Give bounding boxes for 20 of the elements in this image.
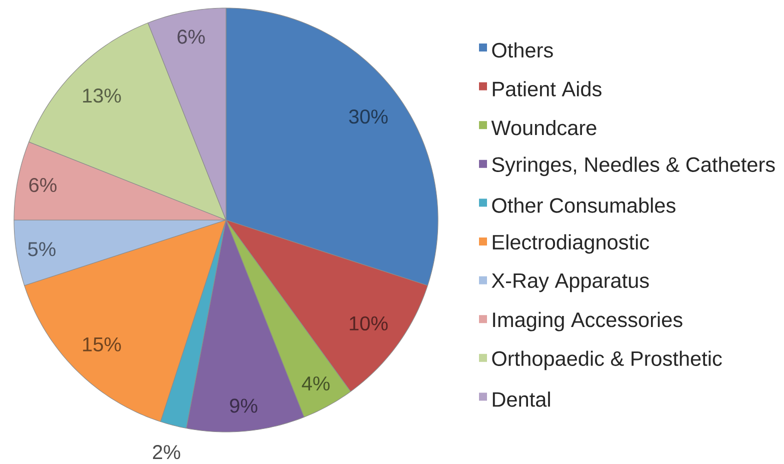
data-label: 6% (178, 30, 205, 44)
data-label: 4% (302, 376, 330, 390)
data-label: 6% (29, 178, 56, 192)
data-label: 2% (152, 445, 180, 460)
data-label: 30% (349, 110, 388, 124)
legend-label: Syringes, Needles & Catheters (492, 156, 775, 176)
legend-label: Dental (492, 392, 550, 407)
data-label: 10% (350, 316, 388, 330)
legend-label: Others (492, 42, 553, 58)
legend-label: X-Ray Apparatus (492, 273, 649, 292)
legend-label: Imaging Accessories (493, 312, 682, 332)
data-label: 13% (83, 88, 121, 103)
legend-label: Woundcare (491, 120, 596, 136)
legend-label: Orthopaedic & Prosthetic (492, 350, 722, 370)
legend-label: Electrodiagnostic (492, 234, 650, 254)
data-label: 9% (230, 398, 258, 413)
data-label: 15% (83, 337, 121, 352)
legend-label: Patient Aids (492, 81, 602, 96)
legend-label: Other Consumables (492, 198, 676, 213)
data-label: 5% (28, 242, 56, 256)
